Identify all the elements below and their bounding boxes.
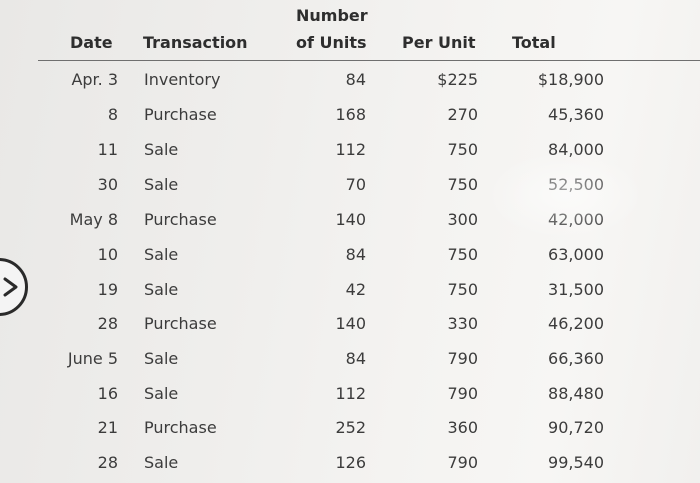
cell-units: 84 (345, 70, 366, 89)
table-row: 16 Sale 112 790 88,480 (0, 377, 700, 411)
cell-total: 45,360 (548, 105, 604, 124)
cell-units: 84 (345, 245, 366, 264)
cell-transaction: Sale (144, 175, 179, 194)
cell-per-unit: 330 (447, 314, 478, 333)
cell-transaction: Sale (144, 384, 179, 403)
cell-transaction: Sale (144, 349, 179, 368)
cell-transaction: Inventory (144, 70, 221, 89)
header-total: Total (512, 33, 556, 52)
cell-date: 16 (97, 384, 118, 403)
chevron-right-icon[interactable] (2, 276, 20, 298)
cell-units: 126 (335, 453, 366, 472)
cell-date: 28 (97, 314, 118, 333)
cell-transaction: Purchase (144, 105, 217, 124)
table-row: 8 Purchase 168 270 45,360 (0, 98, 700, 132)
table-row: 21 Purchase 252 360 90,720 (0, 411, 700, 445)
cell-per-unit: $225 (437, 70, 478, 89)
header-units-line1: Number (296, 6, 368, 25)
cell-total: 46,200 (548, 314, 604, 333)
cell-date: June 5 (67, 349, 118, 368)
cell-total: $18,900 (537, 70, 604, 89)
table-row: 30 Sale 70 750 52,500 (0, 168, 700, 202)
cell-per-unit: 750 (447, 245, 478, 264)
cell-transaction: Sale (144, 280, 179, 299)
cell-units: 140 (335, 314, 366, 333)
cell-transaction: Purchase (144, 210, 217, 229)
table-row: 10 Sale 84 750 63,000 (0, 238, 700, 272)
header-units-line2: of Units (296, 33, 367, 52)
table-row: 11 Sale 112 750 84,000 (0, 133, 700, 167)
cell-total: 99,540 (548, 453, 604, 472)
cell-date: 21 (97, 418, 118, 437)
table-row: 19 Sale 42 750 31,500 (0, 273, 700, 307)
cell-units: 168 (335, 105, 366, 124)
cell-per-unit: 790 (447, 384, 478, 403)
cell-total: 66,360 (548, 349, 604, 368)
cell-per-unit: 790 (447, 453, 478, 472)
cell-total: 31,500 (548, 280, 604, 299)
cell-date: 8 (107, 105, 118, 124)
header-divider (38, 60, 700, 61)
cell-per-unit: 750 (447, 175, 478, 194)
header-per-unit: Per Unit (402, 33, 476, 52)
cell-transaction: Sale (144, 245, 179, 264)
cell-transaction: Sale (144, 140, 179, 159)
cell-units: 252 (335, 418, 366, 437)
cell-total: 63,000 (548, 245, 604, 264)
cell-units: 70 (345, 175, 366, 194)
cell-total: 90,720 (548, 418, 604, 437)
cell-total: 52,500 (548, 175, 604, 194)
table-row: 28 Purchase 140 330 46,200 (0, 307, 700, 341)
cell-units: 112 (335, 140, 366, 159)
table-row: May 8 Purchase 140 300 42,000 (0, 203, 700, 237)
cell-total: 88,480 (548, 384, 604, 403)
table-row: June 5 Sale 84 790 66,360 (0, 342, 700, 376)
cell-units: 42 (345, 280, 366, 299)
cell-date: 11 (97, 140, 118, 159)
cell-per-unit: 360 (447, 418, 478, 437)
cell-date: 28 (97, 453, 118, 472)
cell-total: 84,000 (548, 140, 604, 159)
table-row: 28 Sale 126 790 99,540 (0, 446, 700, 480)
cell-units: 140 (335, 210, 366, 229)
cell-per-unit: 300 (447, 210, 478, 229)
cell-per-unit: 270 (447, 105, 478, 124)
cell-transaction: Purchase (144, 314, 217, 333)
cell-transaction: Purchase (144, 418, 217, 437)
header-transaction: Transaction (143, 33, 248, 52)
cell-per-unit: 790 (447, 349, 478, 368)
cell-per-unit: 750 (447, 140, 478, 159)
cell-date: May 8 (69, 210, 118, 229)
cell-date: 19 (97, 280, 118, 299)
cell-units: 84 (345, 349, 366, 368)
cell-date: 10 (97, 245, 118, 264)
cell-per-unit: 750 (447, 280, 478, 299)
cell-transaction: Sale (144, 453, 179, 472)
header-date: Date (70, 33, 113, 52)
cell-date: 30 (97, 175, 118, 194)
cell-date: Apr. 3 (71, 70, 118, 89)
table-row: Apr. 3 Inventory 84 $225 $18,900 (0, 63, 700, 97)
cell-total: 42,000 (548, 210, 604, 229)
cell-units: 112 (335, 384, 366, 403)
